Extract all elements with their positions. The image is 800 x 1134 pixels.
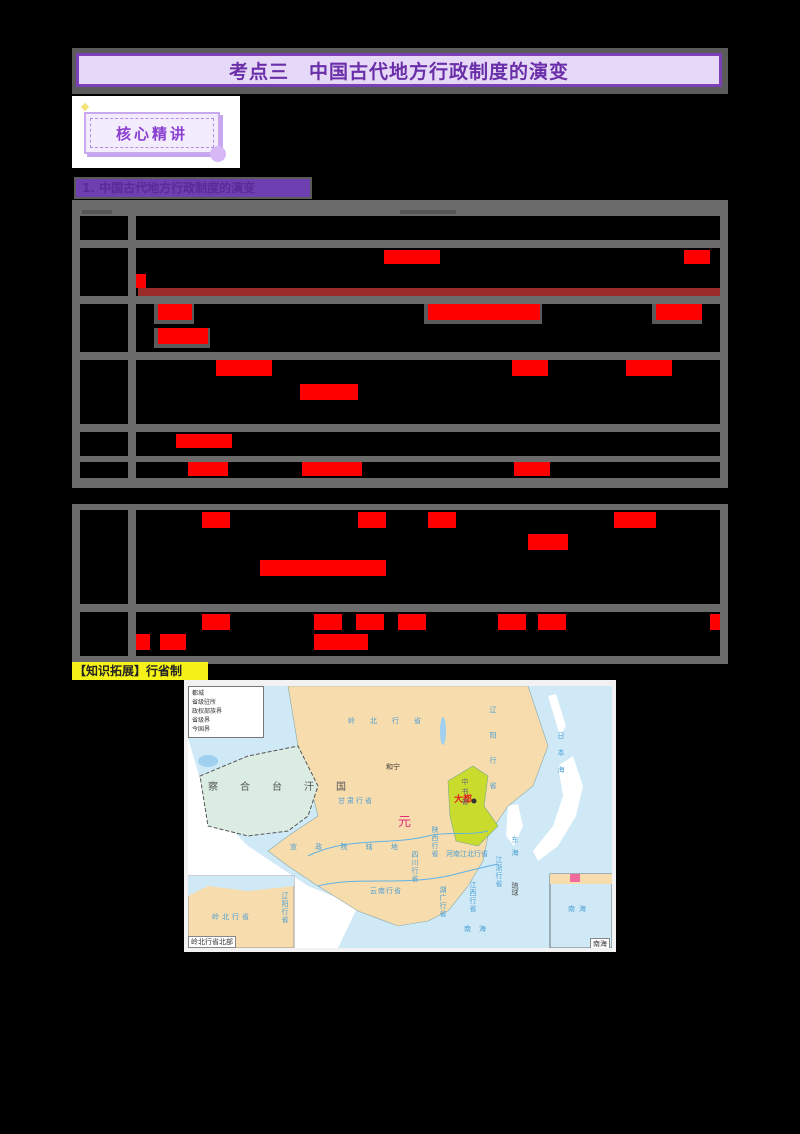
badge-label: 核心精讲	[115, 124, 188, 143]
section-title-box: 考点三 中国古代地方行政制度的演变	[76, 53, 722, 87]
subheading: 1. 中国古代地方行政制度的演变	[74, 177, 312, 199]
red-highlight	[302, 462, 362, 476]
red-highlight	[158, 328, 208, 344]
red-highlight	[260, 560, 386, 576]
red-highlight	[384, 250, 440, 264]
red-highlight	[428, 512, 456, 528]
map-label-sichuan: 四川行省	[411, 851, 419, 883]
red-highlight	[358, 512, 386, 528]
map-label-sea-japan: 日本海	[557, 732, 565, 783]
knowledge-extension-label: 【知识拓展】行省制	[72, 662, 208, 680]
legend-item-regime-border: 政权部族界	[192, 708, 223, 715]
core-badge: 核心精讲	[84, 112, 220, 154]
map-label-inset-liaoyang: 辽阳行省	[281, 892, 289, 924]
map-label-gansu: 甘肃行省	[338, 797, 374, 805]
red-highlight	[300, 384, 358, 400]
map-label-liuqiu: 琉球	[511, 882, 519, 896]
table-row-3-period	[80, 360, 128, 424]
map-label-helin: 和宁	[386, 763, 400, 771]
red-highlight	[528, 534, 568, 550]
red-highlight	[136, 634, 150, 650]
table-2-row-1-content	[136, 510, 720, 604]
decorative-circle-icon	[210, 146, 226, 162]
red-highlight	[398, 614, 426, 630]
table-2-row-2-content	[136, 612, 720, 656]
table-1	[72, 200, 728, 488]
red-highlight	[614, 512, 656, 528]
map-graphic	[188, 686, 612, 948]
inset-caption-lingbei-north: 岭北行省北部	[188, 936, 236, 948]
table-2-row-2-period	[80, 612, 128, 656]
red-highlight	[188, 462, 228, 476]
map-label-jiangzhe: 江浙行省	[495, 856, 503, 888]
map-label-yunnan: 云南行省	[370, 887, 402, 895]
map-label-xuanzheng: 宣 政 院 辖 地	[290, 843, 406, 851]
section-title: 考点三 中国古代地方行政制度的演变	[228, 60, 569, 83]
column-header-content	[400, 210, 456, 214]
legend-item-capital: 都城	[192, 690, 205, 697]
map-label-inset-lingbei: 岭北行省	[212, 913, 252, 921]
legend-item-seat: 省级驻所	[192, 699, 217, 706]
header-cell-content	[136, 216, 720, 240]
map-label-yuan: 元	[398, 815, 412, 830]
red-highlight	[538, 614, 566, 630]
table-row-5-period	[80, 462, 128, 478]
red-highlight	[176, 434, 232, 448]
red-highlight	[314, 634, 368, 650]
red-highlight	[136, 274, 146, 288]
map-label-inset-south-sea-sea: 南海	[568, 905, 590, 913]
yuan-provinces-map: 都城 省级驻所 政权部族界 省级界 今国界 岭 北 行 省 辽 阳 行 省 察 …	[188, 686, 612, 948]
map-legend: 都城 省级驻所 政权部族界 省级界 今国界	[188, 686, 264, 738]
red-highlight	[202, 614, 230, 630]
table-2-row-1-period	[80, 510, 128, 604]
table-row-2-content	[136, 304, 720, 352]
red-highlight	[710, 614, 720, 630]
map-label-east-sea: 东海	[511, 836, 519, 862]
map-label-zhongshu: 中书省	[461, 778, 469, 808]
map-label-shaanxi: 陕西行省	[431, 826, 439, 858]
red-highlight	[356, 614, 384, 630]
table-row-2-period	[80, 304, 128, 352]
underline-bar	[138, 288, 720, 296]
header-cell-period	[80, 216, 128, 240]
red-highlight	[656, 304, 702, 320]
inset-caption-south-sea: 南海	[590, 938, 610, 948]
table-row-4-period	[80, 432, 128, 456]
map-label-south-sea: 南海	[464, 925, 494, 933]
column-header-period	[82, 210, 112, 214]
map-label-liaoyang: 辽 阳 行 省	[489, 706, 497, 797]
red-highlight	[684, 250, 710, 264]
map-label-dadu: 大都	[454, 795, 473, 805]
red-highlight	[626, 360, 672, 376]
red-highlight	[202, 512, 230, 528]
map-label-huguang: 湖广行省	[439, 886, 447, 918]
legend-item-modern-border: 今国界	[192, 726, 211, 733]
table-row-1-content	[136, 248, 720, 296]
table-row-1-period	[80, 248, 128, 296]
table-row-4-content	[136, 432, 720, 456]
red-highlight	[512, 360, 548, 376]
map-label-jiangxi: 江西行省	[469, 881, 477, 913]
legend-item-province-border: 省级界	[192, 717, 211, 724]
map-label-lingbei: 岭 北 行 省	[348, 717, 425, 725]
red-highlight	[428, 304, 540, 320]
red-highlight	[160, 634, 186, 650]
red-highlight	[216, 360, 272, 376]
red-highlight	[314, 614, 342, 630]
red-highlight	[514, 462, 550, 476]
map-label-chagatai: 察 合 台 汗 国	[208, 782, 352, 793]
table-row-3-content	[136, 360, 720, 424]
map-label-henan: 河南江北行省	[446, 850, 488, 858]
table-2	[72, 504, 728, 664]
red-highlight	[158, 304, 192, 320]
table-row-5-content	[136, 462, 720, 478]
badge-dashed-border	[90, 118, 214, 148]
red-highlight	[498, 614, 526, 630]
